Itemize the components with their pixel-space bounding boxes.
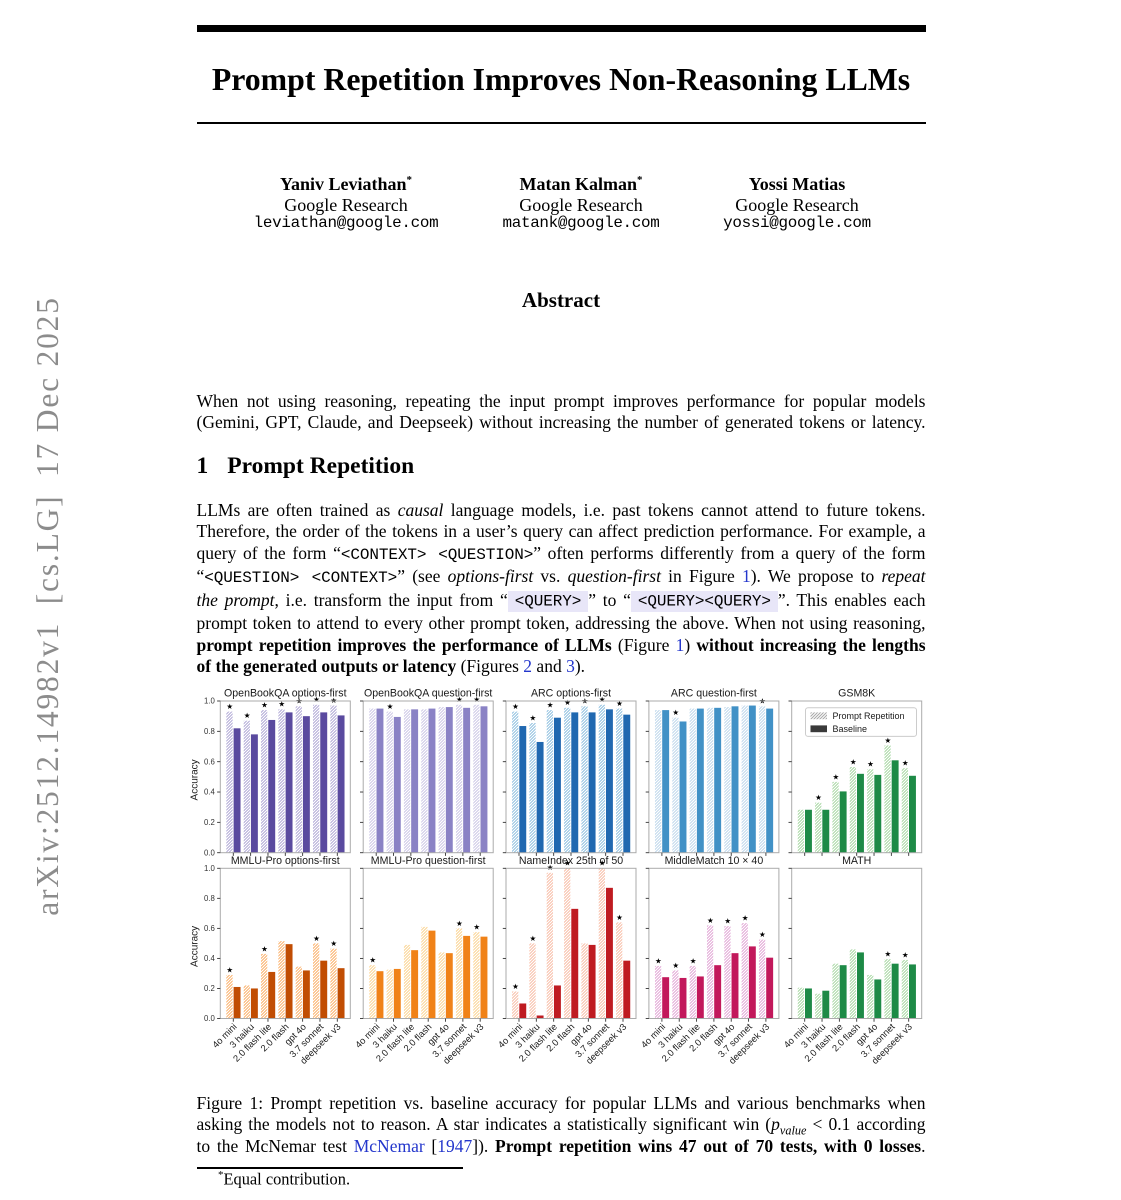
svg-text:★: ★: [616, 699, 623, 708]
svg-text:★: ★: [902, 950, 909, 959]
svg-text:★: ★: [512, 702, 519, 711]
svg-text:★: ★: [655, 956, 662, 965]
svg-text:GSM8K: GSM8K: [838, 688, 875, 700]
svg-text:★: ★: [330, 939, 337, 948]
svg-text:★: ★: [261, 944, 268, 953]
svg-text:MMLU-Pro options-first: MMLU-Pro options-first: [231, 855, 340, 867]
svg-text:0.4: 0.4: [204, 954, 216, 963]
svg-text:★: ★: [724, 917, 731, 926]
svg-text:0.4: 0.4: [204, 788, 216, 797]
svg-text:★: ★: [815, 793, 822, 802]
svg-text:★: ★: [884, 950, 891, 959]
svg-text:★: ★: [616, 913, 623, 922]
svg-text:★: ★: [529, 934, 536, 943]
svg-text:★: ★: [512, 982, 519, 991]
svg-text:★: ★: [599, 859, 606, 868]
svg-text:★: ★: [672, 961, 679, 970]
svg-text:★: ★: [850, 757, 857, 766]
svg-text:OpenBookQA options-first: OpenBookQA options-first: [224, 688, 347, 700]
svg-text:★: ★: [832, 772, 839, 781]
svg-text:0.2: 0.2: [204, 984, 215, 993]
svg-text:★: ★: [473, 923, 480, 932]
svg-text:Baseline: Baseline: [833, 724, 868, 734]
svg-text:★: ★: [456, 919, 463, 928]
svg-text:★: ★: [547, 701, 554, 710]
svg-text:★: ★: [261, 701, 268, 710]
svg-text:★: ★: [564, 698, 571, 707]
svg-text:★: ★: [456, 695, 463, 704]
svg-text:★: ★: [564, 859, 571, 868]
svg-text:★: ★: [707, 916, 714, 925]
svg-text:NameIndex 25th of 50: NameIndex 25th of 50: [519, 855, 623, 867]
svg-text:★: ★: [387, 702, 394, 711]
svg-text:ARC question-first: ARC question-first: [671, 688, 757, 700]
svg-text:MiddleMatch 10 × 40: MiddleMatch 10 × 40: [665, 855, 764, 867]
svg-text:★: ★: [278, 700, 285, 709]
svg-text:MMLU-Pro question-first: MMLU-Pro question-first: [371, 855, 486, 867]
svg-text:0.8: 0.8: [204, 727, 215, 736]
svg-text:0.8: 0.8: [204, 894, 215, 903]
svg-text:Prompt Repetition: Prompt Repetition: [833, 711, 905, 721]
svg-text:★: ★: [226, 702, 233, 711]
svg-text:Accuracy: Accuracy: [189, 759, 200, 800]
svg-text:★: ★: [690, 956, 697, 965]
svg-text:0.0: 0.0: [204, 1014, 216, 1023]
svg-text:0.6: 0.6: [204, 757, 215, 766]
svg-text:★: ★: [369, 956, 376, 965]
svg-text:Accuracy: Accuracy: [189, 926, 200, 967]
svg-text:0.0: 0.0: [204, 848, 216, 857]
svg-text:★: ★: [226, 965, 233, 974]
svg-text:★: ★: [672, 708, 679, 717]
svg-text:★: ★: [599, 695, 606, 704]
svg-text:ARC options-first: ARC options-first: [531, 688, 611, 700]
svg-text:1.0: 1.0: [204, 864, 216, 873]
svg-text:★: ★: [902, 759, 909, 768]
svg-text:★: ★: [313, 695, 320, 704]
svg-text:★: ★: [867, 760, 874, 769]
svg-text:★: ★: [759, 930, 766, 939]
svg-text:★: ★: [529, 713, 536, 722]
svg-text:★: ★: [742, 914, 749, 923]
svg-text:1.0: 1.0: [204, 697, 216, 706]
svg-text:MATH: MATH: [842, 855, 871, 867]
svg-text:★: ★: [884, 736, 891, 745]
svg-text:OpenBookQA question-first: OpenBookQA question-first: [364, 688, 492, 700]
svg-text:★: ★: [547, 863, 554, 872]
svg-text:★: ★: [473, 695, 480, 704]
svg-text:★: ★: [244, 711, 251, 720]
svg-text:0.2: 0.2: [204, 818, 215, 827]
svg-text:★: ★: [330, 696, 337, 705]
svg-text:★: ★: [313, 934, 320, 943]
svg-text:0.6: 0.6: [204, 924, 215, 933]
